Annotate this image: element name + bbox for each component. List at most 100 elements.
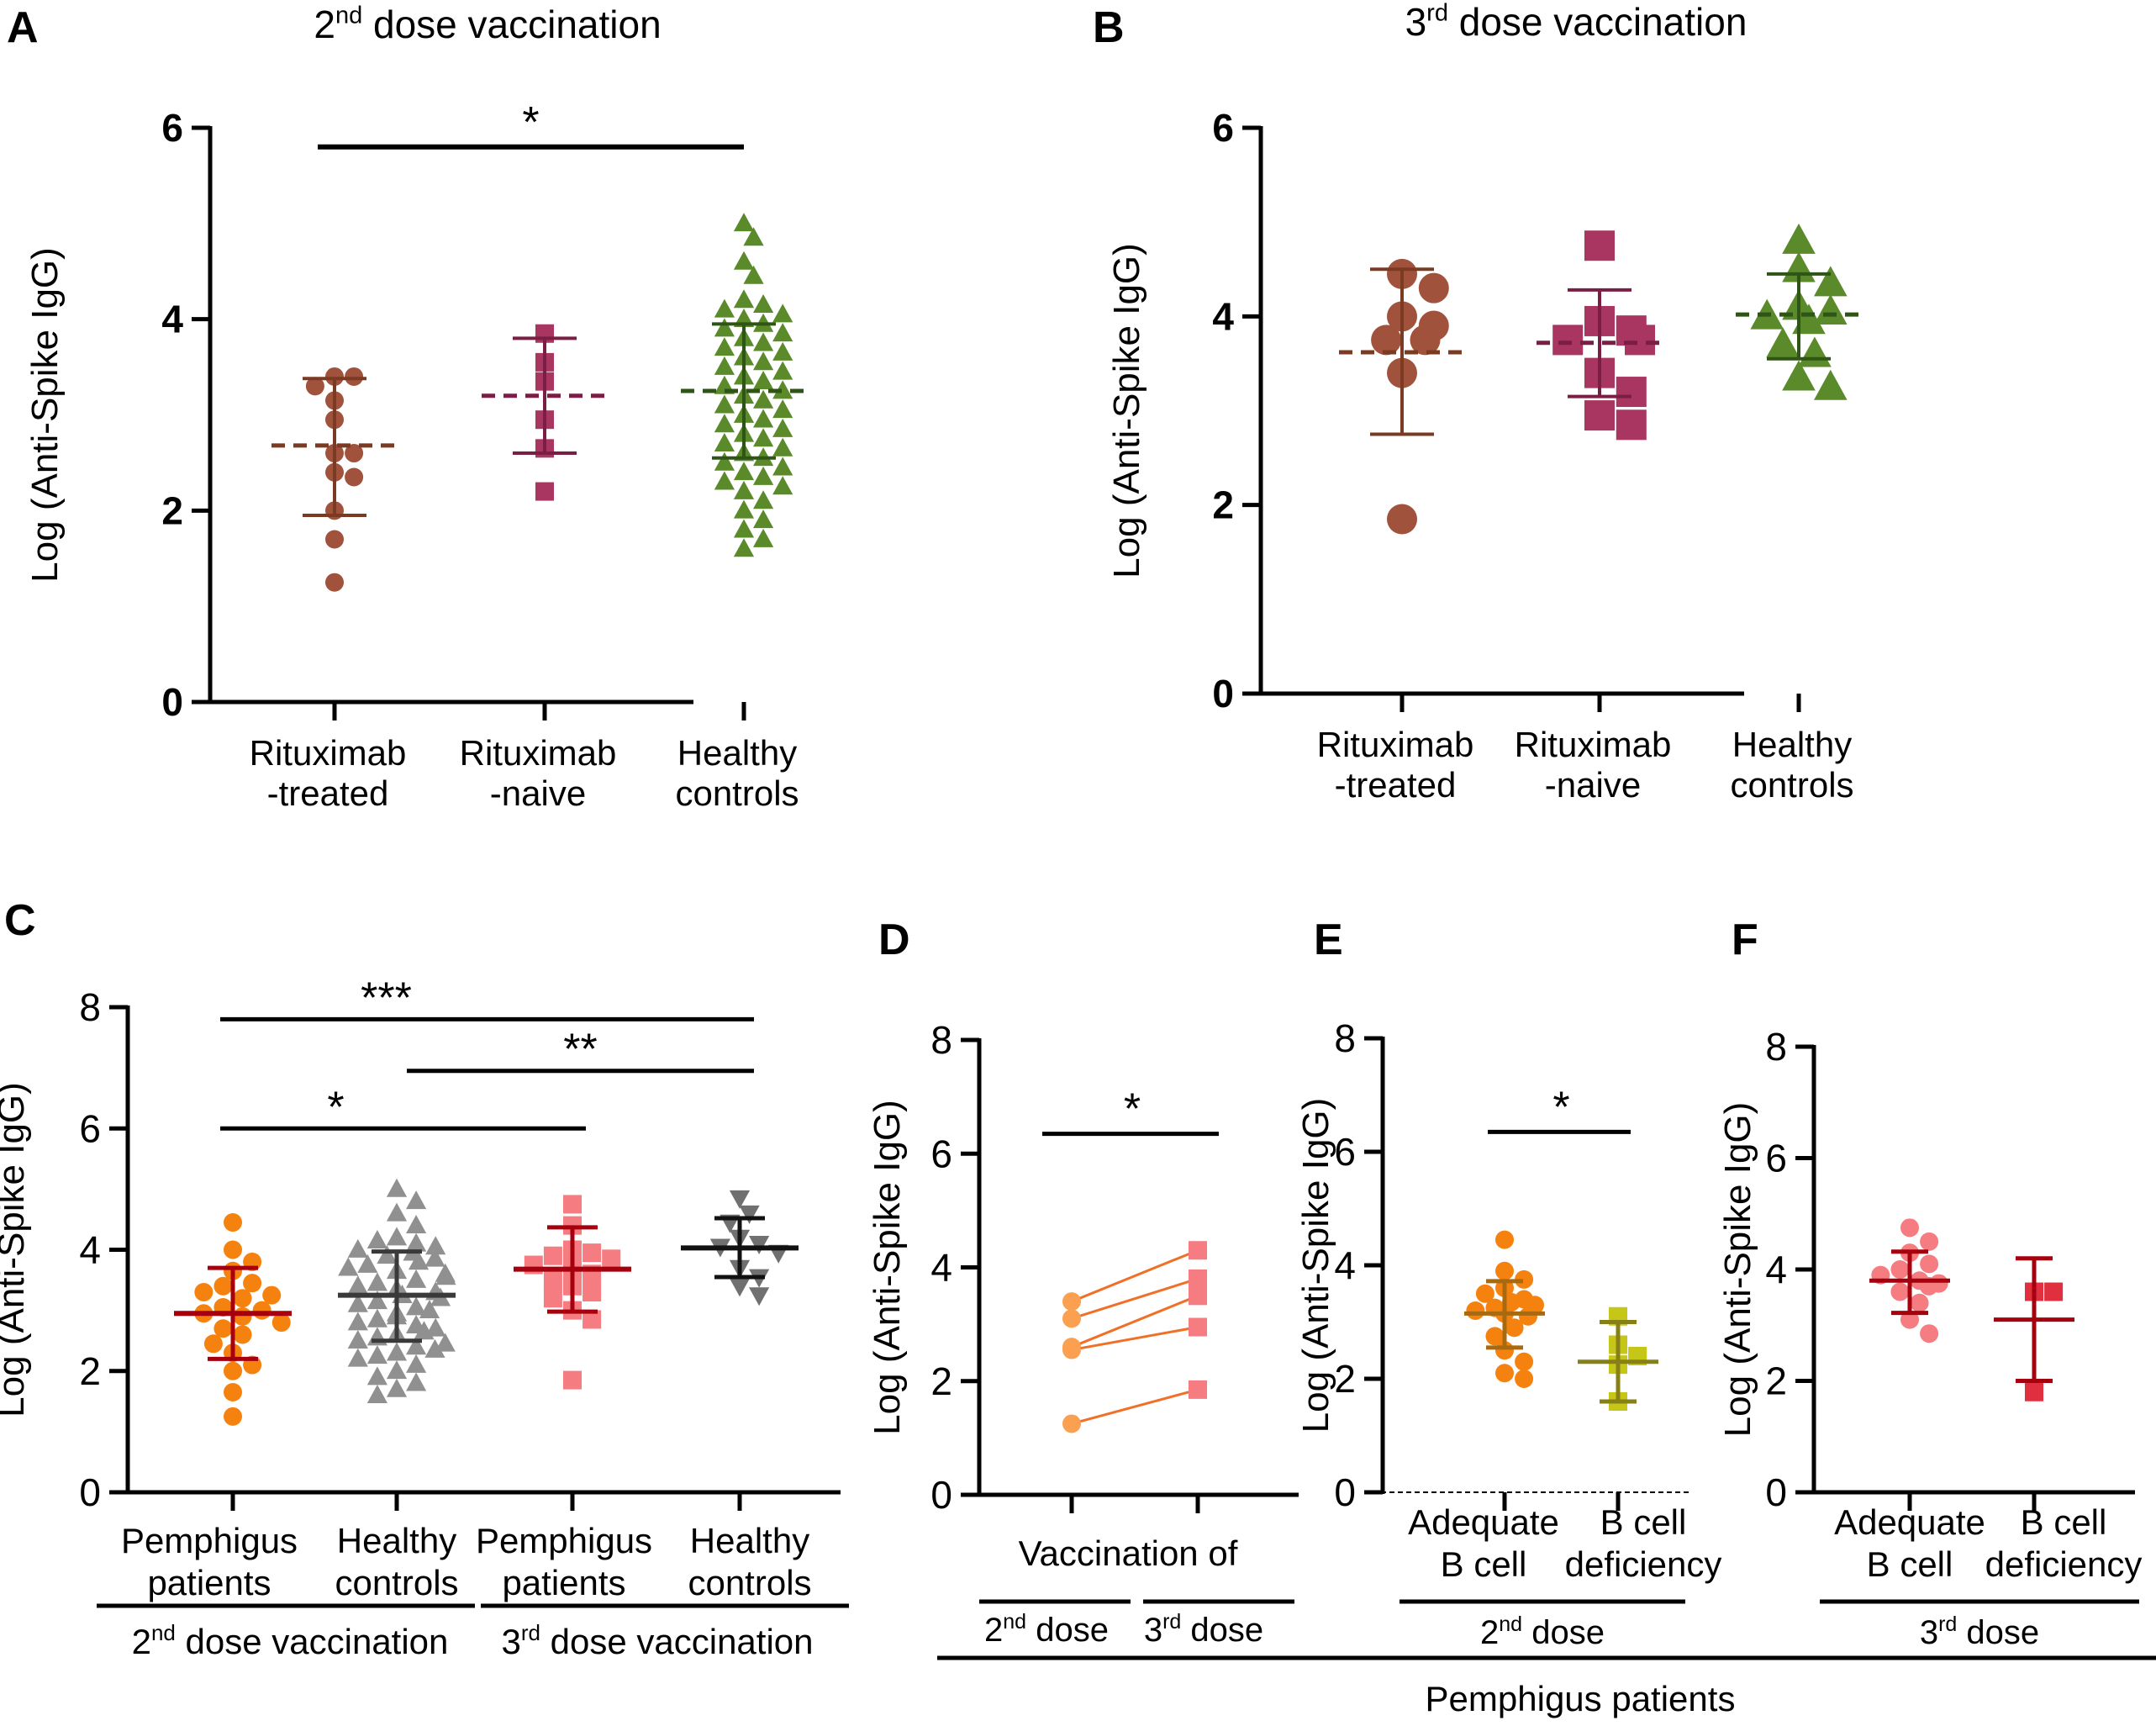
x-axis-label: Vaccination of	[1019, 1533, 1238, 1573]
data-point	[1890, 1282, 1910, 1301]
data-point	[366, 1291, 387, 1310]
data-point	[1189, 1317, 1207, 1337]
x-tick-label: B cell	[1867, 1544, 1953, 1584]
data-point	[733, 480, 755, 499]
x-tick-label: Healthy	[677, 733, 797, 773]
y-tick-label: 6	[930, 1132, 952, 1175]
data-point	[772, 457, 793, 476]
data-point	[366, 1272, 387, 1291]
y-axis-label: Log (Anti-Spike IgG)	[0, 1082, 32, 1417]
data-point	[1616, 377, 1647, 408]
data-point	[1814, 266, 1848, 297]
data-point	[425, 1317, 446, 1337]
data-point	[602, 1249, 621, 1269]
y-axis-label: Log (Anti-Spike IgG)	[867, 1100, 908, 1435]
panel-letter: E	[1314, 916, 1343, 964]
data-point	[357, 1254, 378, 1273]
y-tick-label: 4	[79, 1228, 101, 1272]
data-point	[1189, 1286, 1207, 1306]
data-point	[714, 337, 735, 356]
data-point	[733, 251, 755, 270]
x-tick-label: Rituximab	[1317, 725, 1474, 764]
data-point	[753, 428, 774, 447]
data-point	[1920, 1324, 1939, 1343]
data-point	[377, 1245, 398, 1264]
x-tick-label: controls	[1730, 765, 1853, 805]
data-point	[233, 1289, 252, 1308]
panel-a: A 2nd dose vaccination 0 2 4 6 Log (Anti-Spike…	[7, 3, 807, 813]
y-axis-label: Log (Anti-Spike IgG)	[1717, 1102, 1758, 1438]
significance-label: *	[327, 1083, 344, 1132]
data-point	[406, 1336, 427, 1355]
data-point	[366, 1230, 387, 1249]
y-tick-label: 6	[1334, 1130, 1356, 1174]
data-point	[1792, 304, 1826, 335]
data-point	[772, 399, 793, 419]
data-point	[1495, 1364, 1514, 1383]
data-point	[1189, 1380, 1207, 1399]
data-point	[753, 466, 774, 485]
group-label: 3rd dose	[1144, 1610, 1263, 1649]
data-point	[386, 1342, 408, 1361]
data-point	[366, 1308, 387, 1327]
data-point	[714, 414, 735, 433]
data-point	[386, 1360, 408, 1380]
x-tick-label: patients	[147, 1563, 271, 1602]
data-point	[1782, 360, 1816, 391]
data-point	[739, 1205, 760, 1224]
data-point	[753, 332, 774, 351]
data-point	[772, 341, 793, 361]
data-point	[347, 1348, 368, 1367]
data-point	[2025, 1382, 2043, 1401]
data-point	[325, 367, 344, 386]
x-tick-label: B cell	[1600, 1502, 1687, 1542]
data-point	[406, 1269, 427, 1288]
group-label: 2nd dose	[984, 1610, 1109, 1649]
x-tick-label: Healthy	[690, 1521, 809, 1560]
y-tick-label: 0	[930, 1473, 952, 1517]
data-point	[1062, 1292, 1081, 1312]
data-point	[194, 1282, 213, 1301]
x-tick-label: -naive	[490, 773, 586, 813]
data-point	[414, 1321, 435, 1340]
data-point	[1798, 336, 1832, 367]
y-tick-label: 8	[1765, 1025, 1787, 1069]
y-tick-label: 8	[1334, 1016, 1356, 1060]
y-tick-label: 0	[1212, 672, 1234, 715]
data-point	[543, 1289, 562, 1308]
x-tick-label: Pemphigus	[476, 1521, 652, 1560]
data-point	[1890, 1260, 1910, 1279]
data-point	[543, 1246, 562, 1265]
data-point	[729, 1278, 751, 1297]
data-point	[582, 1282, 602, 1301]
y-axis-label: Log (Anti-Spike IgG)	[24, 247, 66, 583]
data-point	[406, 1296, 427, 1316]
data-point	[1062, 1414, 1081, 1433]
data-point	[213, 1276, 233, 1296]
data-point	[772, 418, 793, 437]
data-point	[347, 1238, 368, 1258]
data-point	[714, 356, 735, 375]
x-tick-label: Adequate	[1834, 1502, 1985, 1542]
y-tick-label: 4	[930, 1246, 952, 1290]
y-tick-label: 2	[161, 488, 183, 532]
panel-letter: D	[878, 916, 910, 964]
data-point	[1371, 325, 1402, 356]
x-tick-label: Rituximab	[250, 733, 407, 773]
data-point	[1584, 230, 1615, 261]
data-point	[406, 1190, 427, 1210]
y-tick-label: 8	[79, 985, 101, 1029]
data-point	[1410, 325, 1441, 356]
y-tick-label: 2	[79, 1349, 101, 1393]
data-point	[366, 1366, 387, 1386]
data-point	[1814, 369, 1848, 400]
data-point	[325, 573, 344, 592]
bottom-label: Pemphigus patients	[1426, 1679, 1736, 1718]
data-point	[1387, 504, 1417, 535]
data-point	[435, 1333, 456, 1352]
data-point	[753, 389, 774, 409]
significance-label: *	[1124, 1085, 1141, 1134]
